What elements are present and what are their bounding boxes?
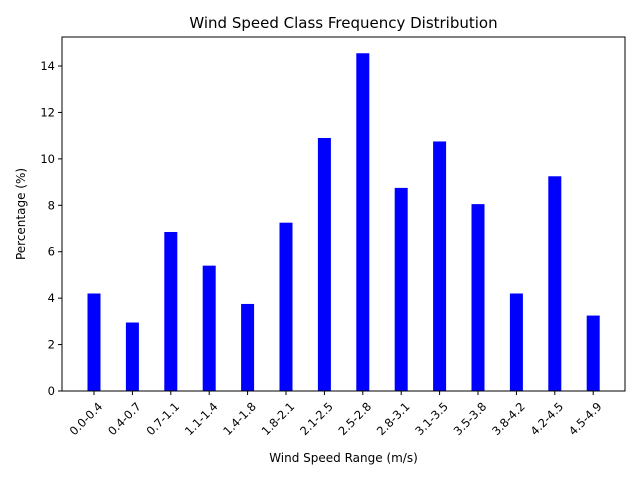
bar-0.7-1.1 xyxy=(164,231,178,391)
y-tick-label: 2 xyxy=(48,338,55,352)
x-axis-ticks: 0.0-0.4 0.4-0.7 0.7-1.1 1.1-1.4 1.4-1.8 1.8-2… xyxy=(67,391,605,438)
y-tick-label: 12 xyxy=(40,105,55,119)
y-tick-label: 0 xyxy=(48,384,55,398)
y-tick-label: 4 xyxy=(48,291,55,305)
x-tick-label: 1.8-2.1 xyxy=(259,399,298,438)
y-axis-label: Percentage (%) xyxy=(14,168,28,260)
x-tick-label: 2.8-3.1 xyxy=(374,399,413,438)
bar-1.1-1.4 xyxy=(202,265,216,391)
x-tick-label: 3.8-4.2 xyxy=(489,399,528,438)
bar-2.8-3.1 xyxy=(394,187,408,391)
bar-0.0-0.4 xyxy=(87,293,101,391)
bar-2.5-2.8 xyxy=(356,53,370,391)
bar-1.4-1.8 xyxy=(241,303,255,391)
x-axis-label: Wind Speed Range (m/s) xyxy=(269,451,418,465)
bar-2.1-2.5 xyxy=(317,137,331,391)
chart-title: Wind Speed Class Frequency Distribution xyxy=(189,14,497,32)
bars-group xyxy=(87,53,600,391)
bar-4.5-4.9 xyxy=(586,315,600,391)
plot-frame xyxy=(61,36,626,392)
x-tick-label: 0.7-1.1 xyxy=(143,399,182,438)
y-tick-label: 8 xyxy=(48,198,55,212)
x-tick-label: 0.4-0.7 xyxy=(105,399,144,438)
bar-0.4-0.7 xyxy=(125,322,139,391)
bar-1.8-2.1 xyxy=(279,222,293,391)
bar-3.1-3.5 xyxy=(433,141,447,391)
x-tick-label: 1.4-1.8 xyxy=(220,399,259,438)
bar-3.8-4.2 xyxy=(509,293,523,391)
y-tick-label: 6 xyxy=(48,245,55,259)
x-tick-label: 4.2-4.5 xyxy=(527,399,566,438)
y-axis-ticks: 0 2 4 6 8 10 12 14 xyxy=(40,59,62,398)
x-tick-label: 4.5-4.9 xyxy=(566,399,605,438)
x-tick-label: 3.1-3.5 xyxy=(412,399,451,438)
x-tick-label: 3.5-3.8 xyxy=(451,399,490,438)
bar-3.5-3.8 xyxy=(471,204,485,391)
y-tick-label: 10 xyxy=(40,152,55,166)
y-tick-label: 14 xyxy=(40,59,55,73)
bar-4.2-4.5 xyxy=(548,176,562,391)
x-tick-label: 0.0-0.4 xyxy=(67,399,106,438)
x-tick-label: 2.1-2.5 xyxy=(297,399,336,438)
x-tick-label: 2.5-2.8 xyxy=(335,399,374,438)
x-tick-label: 1.1-1.4 xyxy=(182,399,221,438)
